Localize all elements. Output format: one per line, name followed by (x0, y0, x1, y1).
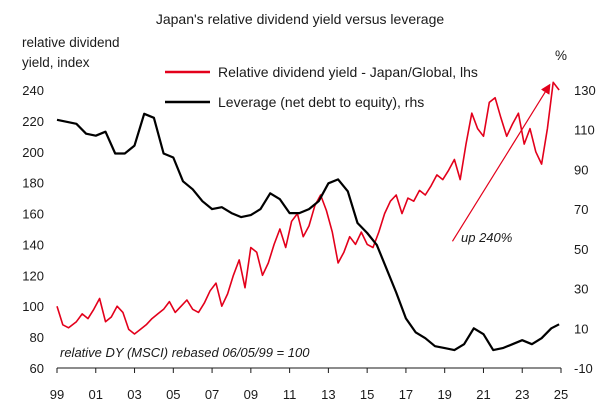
x-axis: 99 01 03 05 07 09 11 13 15 17 19 21 23 25 (50, 368, 568, 402)
right-tick-label-50: 50 (574, 242, 588, 257)
right-tick-label-10: 10 (574, 321, 588, 336)
left-tick-label-200: 200 (22, 145, 44, 160)
right-tick-label--10: -10 (574, 361, 593, 376)
left-tick-label-240: 240 (22, 83, 44, 98)
left-tick-label-180: 180 (22, 176, 44, 191)
chart-title: Japan's relative dividend yield versus l… (156, 11, 444, 27)
left-tick-label-80: 80 (30, 330, 44, 345)
x-tick-label-23: 23 (515, 387, 529, 402)
left-tick-label-220: 220 (22, 114, 44, 129)
left-axis: 60 80 100 120 140 160 180 200 220 240 (22, 83, 44, 376)
legend-label-leverage: Leverage (net debt to equity), rhs (218, 94, 424, 110)
up-240-annotation: up 240% (461, 230, 512, 245)
legend-label-dividend-yield: Relative dividend yield - Japan/Global, … (218, 64, 478, 80)
legend: Relative dividend yield - Japan/Global, … (165, 64, 478, 110)
x-tick-label-07: 07 (205, 387, 219, 402)
x-tick-label-03: 03 (127, 387, 141, 402)
left-tick-label-60: 60 (30, 361, 44, 376)
right-axis: -10 10 30 50 70 90 110 130 (574, 83, 596, 376)
x-tick-label-25: 25 (554, 387, 568, 402)
x-tick-label-11: 11 (283, 387, 297, 402)
x-tick-label-19: 19 (437, 387, 451, 402)
right-tick-label-110: 110 (574, 123, 595, 138)
x-tick-label-01: 01 (89, 387, 103, 402)
right-tick-label-70: 70 (574, 202, 588, 217)
right-tick-label-130: 130 (574, 83, 596, 98)
x-tick-label-05: 05 (166, 387, 180, 402)
left-tick-label-140: 140 (22, 237, 44, 252)
x-tick-label-13: 13 (321, 387, 335, 402)
left-tick-label-160: 160 (22, 207, 44, 222)
x-tick-label-99: 99 (50, 387, 64, 402)
right-tick-label-30: 30 (574, 282, 588, 297)
left-tick-label-120: 120 (22, 268, 44, 283)
left-axis-label-line1: relative dividend (22, 35, 120, 50)
left-tick-label-100: 100 (22, 299, 44, 314)
up-240-arrow (451, 83, 551, 242)
rebase-note: relative DY (MSCI) rebased 06/05/99 = 10… (60, 345, 310, 360)
x-tick-label-17: 17 (399, 387, 413, 402)
series-line-dividend-yield (56, 81, 560, 335)
left-axis-label-line2: yield, index (22, 55, 90, 70)
x-tick-label-15: 15 (360, 387, 374, 402)
x-tick-label-09: 09 (244, 387, 258, 402)
series-line-leverage (56, 112, 560, 352)
series-layer (56, 81, 560, 352)
right-axis-label: % (555, 48, 567, 63)
x-tick-label-21: 21 (476, 387, 490, 402)
right-tick-label-90: 90 (574, 162, 588, 177)
